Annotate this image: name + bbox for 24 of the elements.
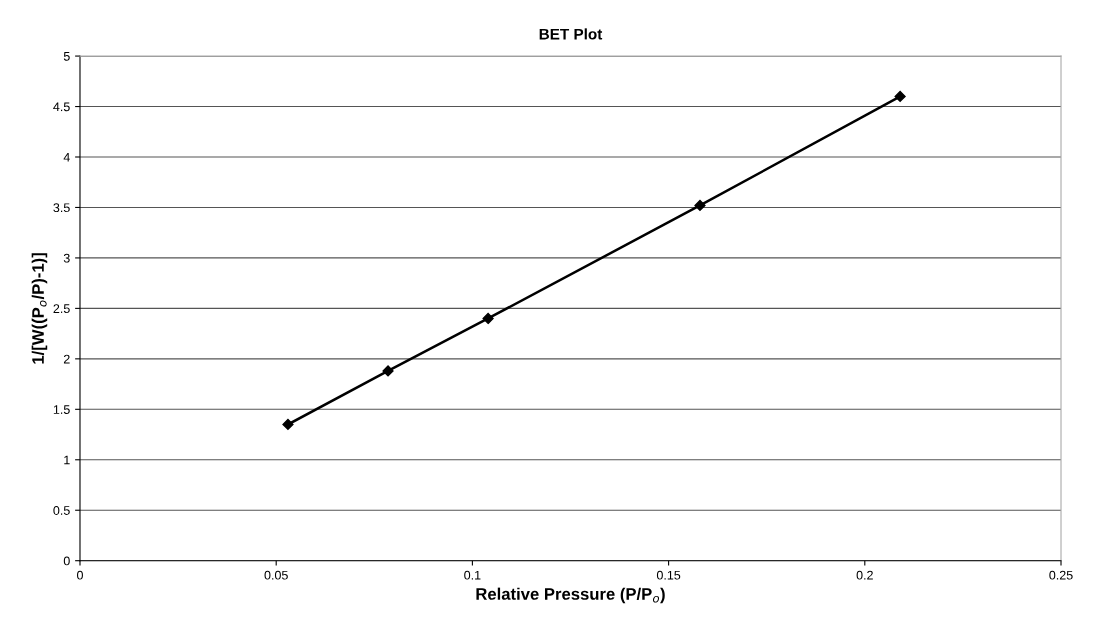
point [482, 312, 494, 325]
x-tick-label: 0.1 [464, 570, 481, 580]
y-axis-title: 1/[W((P$_{o}$/P)-1)] [31, 253, 48, 364]
y-tick-label: 4 [63, 152, 70, 162]
point [282, 418, 294, 431]
x-tick-label: 0.2 [856, 570, 873, 580]
y-tick-label: 0 [63, 556, 70, 566]
y-tick-label: 1.5 [53, 405, 70, 414]
y-tick-label: 3.5 [53, 203, 70, 213]
x-tick-label: 0.05 [264, 570, 288, 580]
y-tick-label: 0.5 [53, 506, 70, 515]
y-tick-label: 1 [64, 455, 70, 465]
y-tick-label: 4.5 [53, 102, 70, 112]
x-tick-label: 0.25 [1049, 570, 1073, 580]
point [894, 90, 906, 103]
point [694, 199, 706, 212]
y-tick-label: 2 [63, 354, 70, 364]
y-tick-label: 2.5 [53, 304, 70, 314]
x-tick-label: 0 [77, 570, 83, 580]
x-tick-label: 0.15 [656, 570, 681, 580]
x-axis-title: Relative Pressure (P/P$_{o}$) [476, 587, 665, 604]
y-tick-label: 3 [63, 253, 70, 263]
chart-title: BET Plot [539, 28, 603, 40]
y-tick-label: 5 [63, 52, 70, 61]
